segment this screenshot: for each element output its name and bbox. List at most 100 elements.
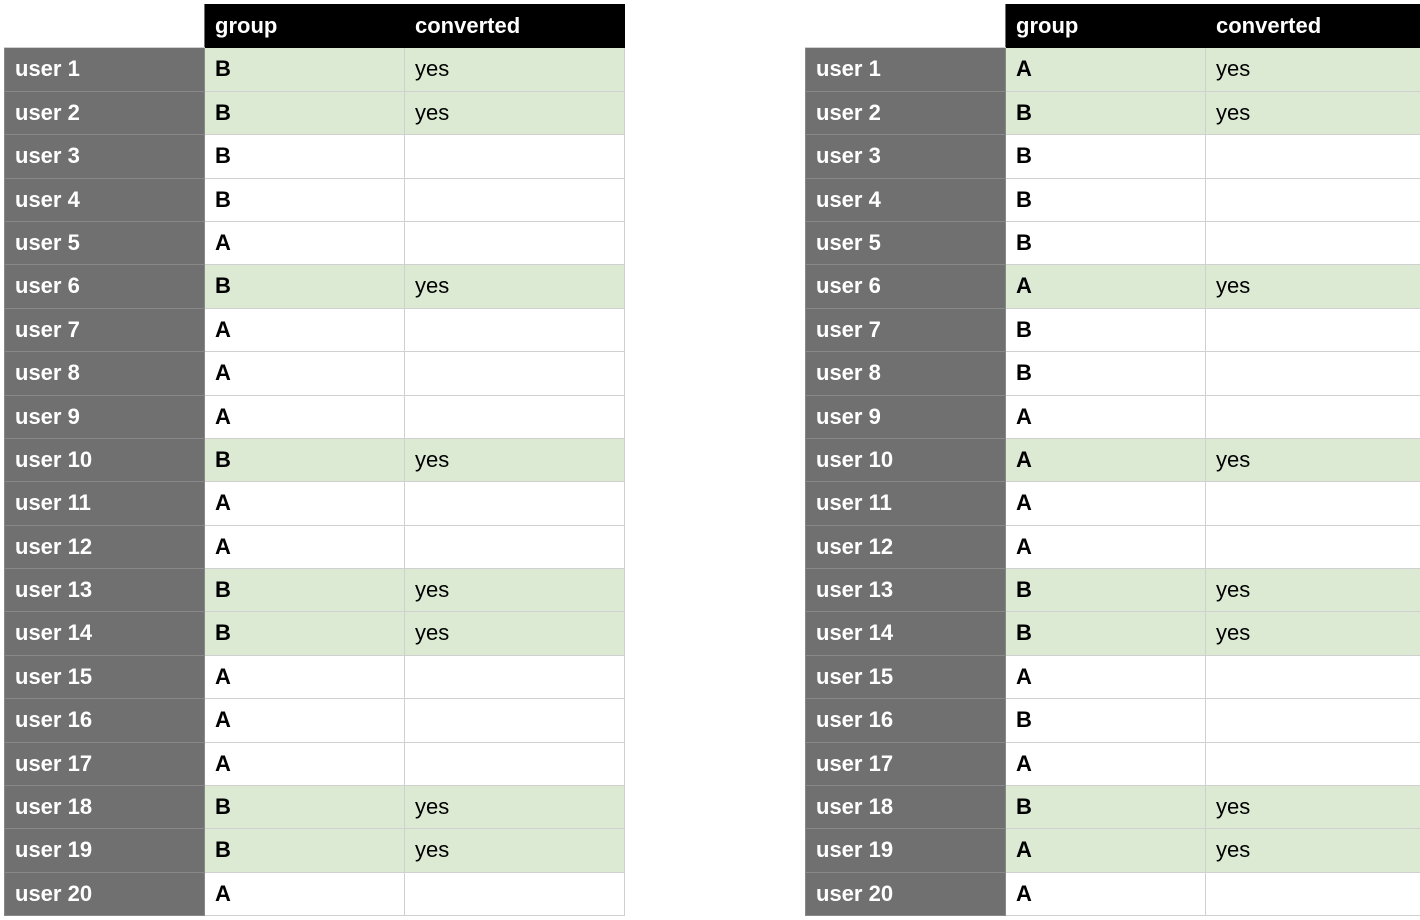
row-converted-value bbox=[1206, 178, 1420, 221]
row-group-value: A bbox=[205, 699, 405, 742]
table-row: user 6Ayes bbox=[806, 265, 1420, 308]
header-row: group converted bbox=[806, 5, 1420, 48]
table-row: user 7A bbox=[5, 308, 625, 351]
table-row: user 18Byes bbox=[806, 786, 1420, 829]
row-group-value: B bbox=[205, 612, 405, 655]
row-user-label: user 7 bbox=[5, 308, 205, 351]
row-group-value: A bbox=[1006, 48, 1206, 91]
row-user-label: user 17 bbox=[5, 742, 205, 785]
row-group-value: B bbox=[205, 178, 405, 221]
table-row: user 3B bbox=[806, 135, 1420, 178]
row-group-value: A bbox=[205, 352, 405, 395]
row-converted-value: yes bbox=[1206, 786, 1420, 829]
table-row: user 16A bbox=[5, 699, 625, 742]
row-user-label: user 20 bbox=[5, 872, 205, 915]
row-user-label: user 3 bbox=[806, 135, 1006, 178]
header-converted: converted bbox=[405, 5, 625, 48]
row-converted-value bbox=[405, 872, 625, 915]
row-converted-value bbox=[405, 178, 625, 221]
row-converted-value bbox=[1206, 221, 1420, 264]
row-group-value: A bbox=[1006, 829, 1206, 872]
row-group-value: A bbox=[1006, 482, 1206, 525]
row-converted-value: yes bbox=[1206, 438, 1420, 481]
row-user-label: user 19 bbox=[5, 829, 205, 872]
row-user-label: user 6 bbox=[806, 265, 1006, 308]
table-row: user 5A bbox=[5, 221, 625, 264]
row-user-label: user 2 bbox=[806, 91, 1006, 134]
row-user-label: user 9 bbox=[806, 395, 1006, 438]
row-group-value: B bbox=[205, 569, 405, 612]
table-row: user 1Ayes bbox=[806, 48, 1420, 91]
row-converted-value: yes bbox=[1206, 91, 1420, 134]
row-group-value: A bbox=[1006, 265, 1206, 308]
row-user-label: user 1 bbox=[5, 48, 205, 91]
header-blank bbox=[5, 5, 205, 48]
header-converted: converted bbox=[1206, 5, 1420, 48]
table-row: user 7B bbox=[806, 308, 1420, 351]
row-group-value: A bbox=[1006, 872, 1206, 915]
table-row: user 14Byes bbox=[5, 612, 625, 655]
row-converted-value bbox=[1206, 308, 1420, 351]
table-row: user 11A bbox=[5, 482, 625, 525]
row-converted-value: yes bbox=[405, 829, 625, 872]
table-row: user 12A bbox=[5, 525, 625, 568]
row-converted-value bbox=[1206, 525, 1420, 568]
row-user-label: user 7 bbox=[806, 308, 1006, 351]
row-user-label: user 3 bbox=[5, 135, 205, 178]
table-row: user 2Byes bbox=[806, 91, 1420, 134]
table-left: group converted user 1Byesuser 2Byesuser… bbox=[4, 4, 625, 916]
row-converted-value bbox=[405, 742, 625, 785]
table-row: user 1Byes bbox=[5, 48, 625, 91]
table-row: user 8B bbox=[806, 352, 1420, 395]
row-group-value: B bbox=[1006, 786, 1206, 829]
table-row: user 9A bbox=[5, 395, 625, 438]
row-converted-value bbox=[405, 352, 625, 395]
row-converted-value bbox=[1206, 135, 1420, 178]
row-converted-value bbox=[405, 135, 625, 178]
row-user-label: user 19 bbox=[806, 829, 1006, 872]
row-group-value: B bbox=[1006, 221, 1206, 264]
header-blank bbox=[806, 5, 1006, 48]
row-user-label: user 12 bbox=[806, 525, 1006, 568]
row-user-label: user 2 bbox=[5, 91, 205, 134]
table-row: user 18Byes bbox=[5, 786, 625, 829]
row-user-label: user 20 bbox=[806, 872, 1006, 915]
row-group-value: B bbox=[1006, 135, 1206, 178]
row-group-value: B bbox=[205, 91, 405, 134]
row-group-value: A bbox=[205, 308, 405, 351]
header-group: group bbox=[205, 5, 405, 48]
row-group-value: B bbox=[205, 265, 405, 308]
table-right: group converted user 1Ayesuser 2Byesuser… bbox=[805, 4, 1420, 916]
row-user-label: user 16 bbox=[5, 699, 205, 742]
row-user-label: user 18 bbox=[806, 786, 1006, 829]
row-group-value: B bbox=[1006, 569, 1206, 612]
table-row: user 15A bbox=[806, 655, 1420, 698]
table-row: user 4B bbox=[5, 178, 625, 221]
row-converted-value: yes bbox=[405, 612, 625, 655]
row-converted-value bbox=[405, 525, 625, 568]
row-user-label: user 12 bbox=[5, 525, 205, 568]
row-group-value: B bbox=[205, 135, 405, 178]
table-row: user 17A bbox=[806, 742, 1420, 785]
row-user-label: user 14 bbox=[806, 612, 1006, 655]
table-row: user 20A bbox=[5, 872, 625, 915]
row-group-value: A bbox=[1006, 438, 1206, 481]
row-user-label: user 17 bbox=[806, 742, 1006, 785]
row-user-label: user 15 bbox=[806, 655, 1006, 698]
row-converted-value bbox=[1206, 352, 1420, 395]
row-group-value: B bbox=[205, 786, 405, 829]
row-user-label: user 4 bbox=[806, 178, 1006, 221]
row-converted-value: yes bbox=[405, 569, 625, 612]
row-user-label: user 5 bbox=[806, 221, 1006, 264]
row-group-value: A bbox=[205, 655, 405, 698]
row-group-value: A bbox=[205, 221, 405, 264]
row-user-label: user 8 bbox=[5, 352, 205, 395]
row-group-value: A bbox=[1006, 655, 1206, 698]
row-group-value: A bbox=[1006, 742, 1206, 785]
row-converted-value: yes bbox=[405, 265, 625, 308]
row-group-value: A bbox=[1006, 395, 1206, 438]
row-converted-value bbox=[405, 308, 625, 351]
row-converted-value: yes bbox=[1206, 265, 1420, 308]
row-converted-value: yes bbox=[405, 438, 625, 481]
table-row: user 19Byes bbox=[5, 829, 625, 872]
